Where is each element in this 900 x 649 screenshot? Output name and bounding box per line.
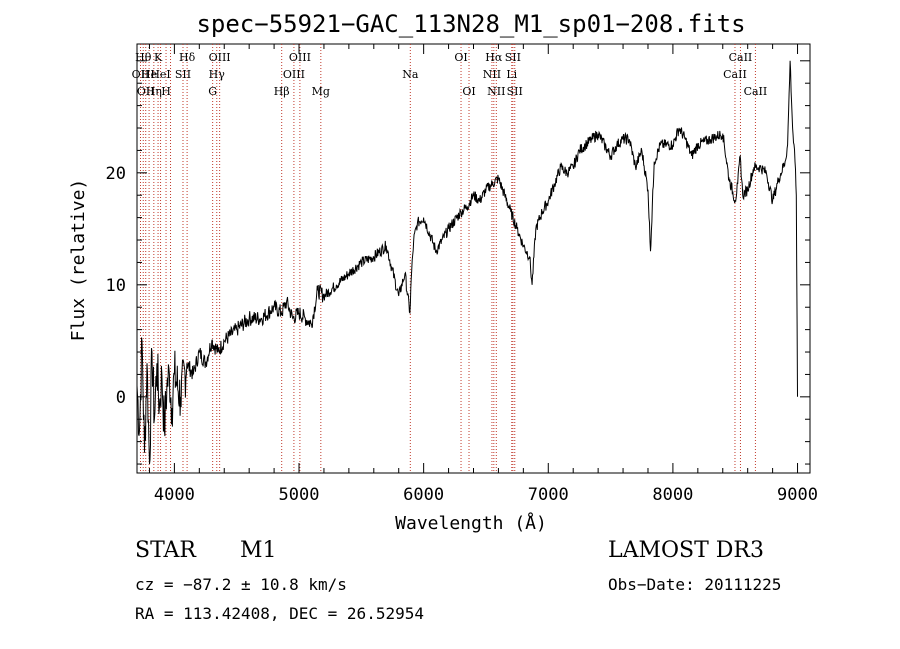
x-tick-label-5: 9000 [777, 485, 818, 505]
line-label-10: Hδ [179, 51, 196, 64]
line-label-28: CaII [729, 51, 753, 64]
line-label-24: Li [506, 68, 517, 81]
object-class: STAR [135, 538, 196, 563]
line-label-25: SII [505, 51, 521, 64]
spectrum-line [136, 60, 798, 465]
line-label-3: He [141, 68, 157, 81]
survey-name: LAMOST DR3 [608, 538, 764, 563]
line-label-2: OII [137, 85, 155, 98]
line-label-29: CaII [744, 85, 768, 98]
y-tick-label-0: 0 [116, 388, 126, 408]
line-label-15: OIII [283, 68, 305, 81]
line-label-21: NII [483, 68, 501, 81]
line-label-11: G [208, 85, 217, 98]
line-label-7: H [161, 85, 171, 98]
line-label-13: OIII [209, 51, 231, 64]
x-tick-label-3: 7000 [528, 485, 569, 505]
observation-date: Obs−Date: 20111225 [608, 575, 782, 594]
line-label-23: NII [487, 85, 505, 98]
line-label-9: SII [175, 68, 191, 81]
line-label-27: CaII [723, 68, 747, 81]
line-label-0: OII [132, 68, 150, 81]
plot-frame [136, 43, 811, 474]
line-label-5: K [154, 51, 163, 64]
line-label-26: SII [507, 85, 523, 98]
x-axis-label: Wavelength (Å) [395, 512, 547, 534]
y-tick-label-1: 10 [106, 276, 126, 296]
line-label-4: Hη [146, 85, 162, 98]
ra-dec-coordinates: RA = 113.42408, DEC = 26.52954 [135, 604, 424, 623]
line-label-6: HeI [150, 68, 170, 81]
y-tick-label-2: 20 [106, 164, 126, 184]
line-label-12: Hγ [209, 68, 226, 81]
line-label-19: OI [454, 51, 467, 64]
x-tick-label-2: 6000 [403, 485, 444, 505]
spectral-line-labels: OIIHθOIIHeHηKHeIHSIIHδGHγOIIIHβOIIIOIIIM… [132, 51, 768, 98]
x-axis: 4000 5000 6000 7000 8000 9000 [148, 44, 818, 505]
x-tick-label-1: 5000 [279, 485, 320, 505]
chart-title: spec−55921−GAC_113N28_M1_sp01−208.fits [196, 10, 745, 38]
line-label-20: OI [462, 85, 475, 98]
y-axis-label: Flux (relative) [68, 179, 89, 342]
line-label-1: Hθ [135, 51, 152, 64]
object-subclass: M1 [240, 538, 277, 563]
x-tick-label-0: 4000 [154, 485, 195, 505]
line-label-17: Mg [312, 85, 330, 98]
line-label-14: Hβ [274, 85, 290, 98]
line-label-22: Hα [485, 51, 503, 64]
spectrum-series [136, 60, 798, 465]
line-label-16: OIII [289, 51, 311, 64]
line-label-18: Na [402, 68, 419, 81]
spectral-line-markers [139, 44, 756, 473]
y-axis: 0 10 20 [106, 60, 810, 465]
redshift-cz: cz = −87.2 ± 10.8 km/s [135, 575, 347, 594]
x-tick-label-4: 8000 [652, 485, 693, 505]
